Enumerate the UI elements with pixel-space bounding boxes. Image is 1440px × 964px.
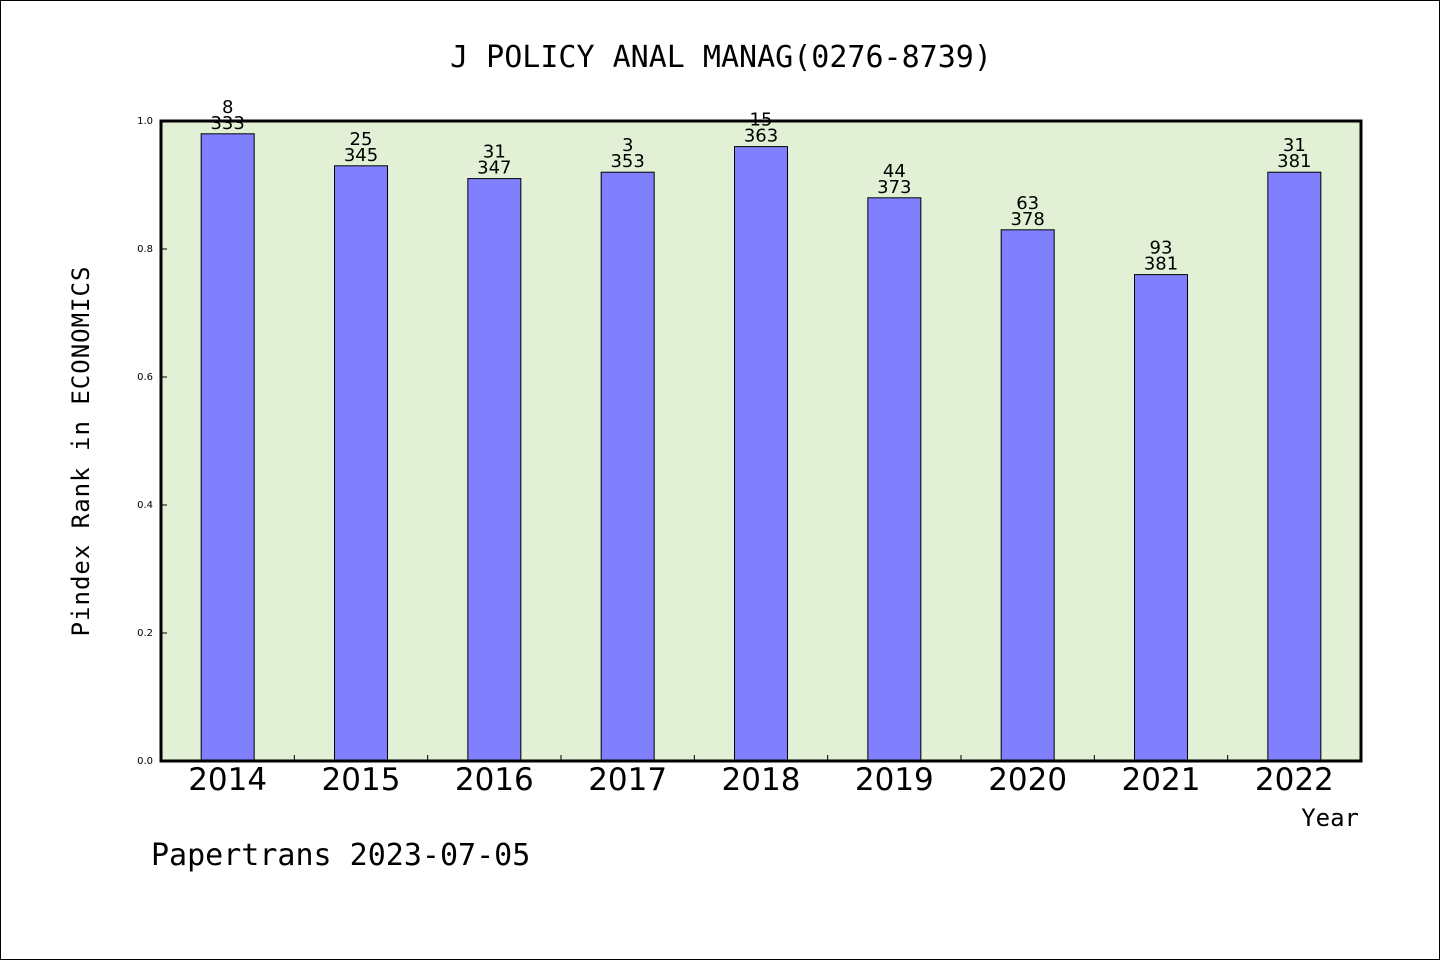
bar-2014: [200, 133, 255, 762]
y-tick-label: 0.2: [137, 628, 153, 639]
footer-credit: Papertrans 2023-07-05: [151, 838, 530, 873]
bar-rank-label: 25: [350, 129, 373, 150]
bar-2017: [600, 171, 655, 762]
x-axis-label: Year: [1301, 804, 1359, 832]
bar-rank-label: 63: [1016, 193, 1039, 214]
y-tick-label: 0.4: [137, 500, 153, 511]
x-tick-label: 2016: [455, 762, 534, 798]
x-tick-label: 2017: [588, 762, 667, 798]
x-tick-label: 2014: [188, 762, 267, 798]
y-tick-label: 0.8: [137, 244, 153, 255]
bar-total-label: 378: [1010, 209, 1044, 230]
x-tick-label: 2018: [722, 762, 801, 798]
bar-total-label: 363: [744, 126, 778, 147]
bar-2019: [867, 197, 922, 762]
bar-2021: [1134, 274, 1188, 762]
bar-rank-label: 31: [483, 142, 506, 163]
bar-total-label: 381: [1144, 254, 1178, 275]
bar-total-label: 373: [877, 177, 911, 198]
bar-2018: [734, 146, 788, 762]
bar-rank-label: 44: [883, 161, 906, 182]
bar-rank-label: 3: [622, 135, 633, 156]
chart-title: J POLICY ANAL MANAG(0276-8739): [450, 40, 992, 75]
x-tick-label: 2021: [1122, 762, 1201, 798]
y-tick-label: 1.0: [137, 116, 153, 127]
x-tick-label: 2020: [988, 762, 1067, 798]
bar-2020: [1000, 229, 1055, 762]
y-tick-label: 0.6: [137, 372, 153, 383]
bar-2016: [467, 178, 522, 762]
bar-total-label: 345: [344, 145, 378, 166]
x-tick-label: 2022: [1255, 762, 1334, 798]
bar-total-label: 347: [477, 158, 511, 179]
bar-2022: [1267, 171, 1322, 762]
y-axis-label: Pindex Rank in ECONOMICS: [67, 266, 95, 637]
bar-total-label: 333: [210, 113, 244, 134]
x-tick-label: 2019: [855, 762, 934, 798]
ticks-layer: 0.0 0.2 0.4 0.6 0.8 1.0 2014 2015 2016 2017 2018 20…: [137, 116, 1334, 798]
bar-rank-label: 93: [1150, 238, 1173, 259]
bar-2015: [334, 165, 388, 762]
plot-border: [159, 119, 1363, 763]
bar-rank-label: 31: [1283, 135, 1306, 156]
x-tick-label: 2015: [322, 762, 401, 798]
bar-total-label: 381: [1277, 151, 1311, 172]
bar-total-label: 353: [610, 151, 644, 172]
bar-rank-label: 8: [222, 97, 233, 118]
y-tick-label: 0.0: [137, 756, 153, 767]
